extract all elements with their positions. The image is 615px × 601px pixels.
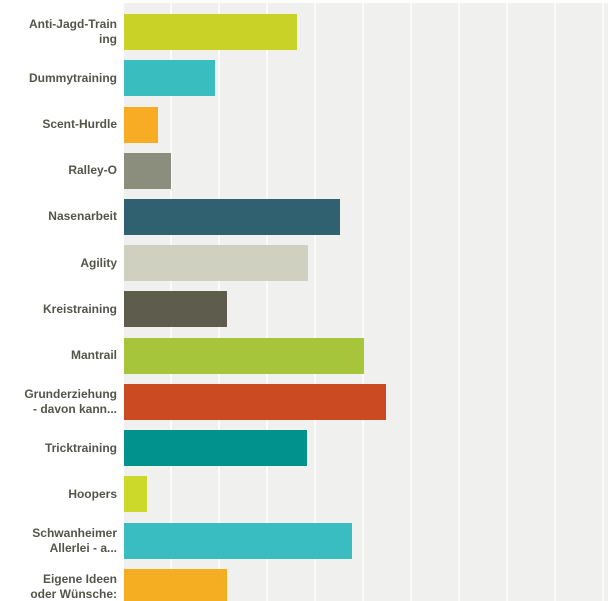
bar-track bbox=[124, 194, 615, 240]
category-label: Mantrail bbox=[0, 348, 124, 363]
bar-track bbox=[124, 379, 615, 425]
bar bbox=[124, 476, 147, 513]
category-label-line: Scent-Hurdle bbox=[42, 117, 117, 132]
bar-track bbox=[124, 333, 615, 379]
chart-row: Agility bbox=[0, 240, 615, 286]
chart-row: Scent-Hurdle bbox=[0, 101, 615, 147]
category-label: Grunderziehung - davon kann... bbox=[0, 387, 124, 417]
category-label: Eigene Ideen oder Wünsche: bbox=[0, 572, 124, 601]
category-label-line: Grunderziehung bbox=[24, 386, 117, 401]
category-label: Anti-Jagd-Train ing bbox=[0, 17, 124, 47]
bar bbox=[124, 152, 171, 189]
bar-track bbox=[124, 240, 615, 286]
chart-rows: Anti-Jagd-Train ing Dummytraining Scent-H… bbox=[0, 9, 615, 601]
category-label-line: Allerlei - a... bbox=[49, 540, 117, 555]
category-label: Tricktraining bbox=[0, 441, 124, 456]
category-label: Ralley-O bbox=[0, 163, 124, 178]
category-label-line: Anti-Jagd-Train bbox=[28, 17, 117, 32]
chart-row: Mantrail bbox=[0, 333, 615, 379]
bar-track bbox=[124, 9, 615, 55]
bar bbox=[124, 14, 297, 51]
bar bbox=[124, 337, 364, 374]
bar-track bbox=[124, 55, 615, 101]
chart-row: Schwanheimer Allerlei - a... bbox=[0, 517, 615, 563]
bar-track bbox=[124, 286, 615, 332]
bar bbox=[124, 568, 227, 601]
category-label: Dummytraining bbox=[0, 71, 124, 86]
bar-track bbox=[124, 148, 615, 194]
bar bbox=[124, 522, 353, 559]
chart-row: Anti-Jagd-Train ing bbox=[0, 9, 615, 55]
bar-track bbox=[124, 425, 615, 471]
category-label-line: Hoopers bbox=[68, 486, 117, 501]
category-label-line: Dummytraining bbox=[28, 70, 117, 85]
category-label-line: Nasenarbeit bbox=[48, 209, 117, 224]
category-label: Schwanheimer Allerlei - a... bbox=[0, 526, 124, 556]
bar bbox=[124, 60, 216, 97]
bar bbox=[124, 291, 227, 328]
category-label-line: Mantrail bbox=[70, 348, 117, 363]
category-label-line: Ralley-O bbox=[68, 163, 117, 178]
bar-track bbox=[124, 471, 615, 517]
chart-row: Ralley-O bbox=[0, 148, 615, 194]
bar-track bbox=[124, 517, 615, 563]
bar bbox=[124, 383, 387, 420]
category-label: Kreistraining bbox=[0, 302, 124, 317]
chart-row: Nasenarbeit bbox=[0, 194, 615, 240]
bar bbox=[124, 245, 309, 282]
chart-row: Hoopers bbox=[0, 471, 615, 517]
chart-row: Kreistraining bbox=[0, 286, 615, 332]
category-label-line: Agility bbox=[80, 255, 117, 270]
category-label-line: Tricktraining bbox=[44, 440, 117, 455]
chart-row: Tricktraining bbox=[0, 425, 615, 471]
bar bbox=[124, 430, 307, 467]
category-label: Scent-Hurdle bbox=[0, 117, 124, 132]
chart-row: Eigene Ideen oder Wünsche: bbox=[0, 564, 615, 601]
chart-row: Dummytraining bbox=[0, 55, 615, 101]
bar-track bbox=[124, 564, 615, 601]
bar bbox=[124, 198, 341, 235]
category-label-line: Kreistraining bbox=[42, 301, 117, 316]
category-label-line: Eigene Ideen bbox=[42, 571, 117, 586]
category-label: Hoopers bbox=[0, 487, 124, 502]
category-label: Nasenarbeit bbox=[0, 209, 124, 224]
bar-track bbox=[124, 101, 615, 147]
bar bbox=[124, 106, 159, 143]
category-label-line: - davon kann... bbox=[32, 401, 117, 416]
category-label-line: oder Wünsche: bbox=[30, 586, 117, 601]
category-label: Agility bbox=[0, 256, 124, 271]
category-label-line: Schwanheimer bbox=[32, 525, 117, 540]
category-label-line: ing bbox=[99, 32, 117, 47]
chart-row: Grunderziehung - davon kann... bbox=[0, 379, 615, 425]
